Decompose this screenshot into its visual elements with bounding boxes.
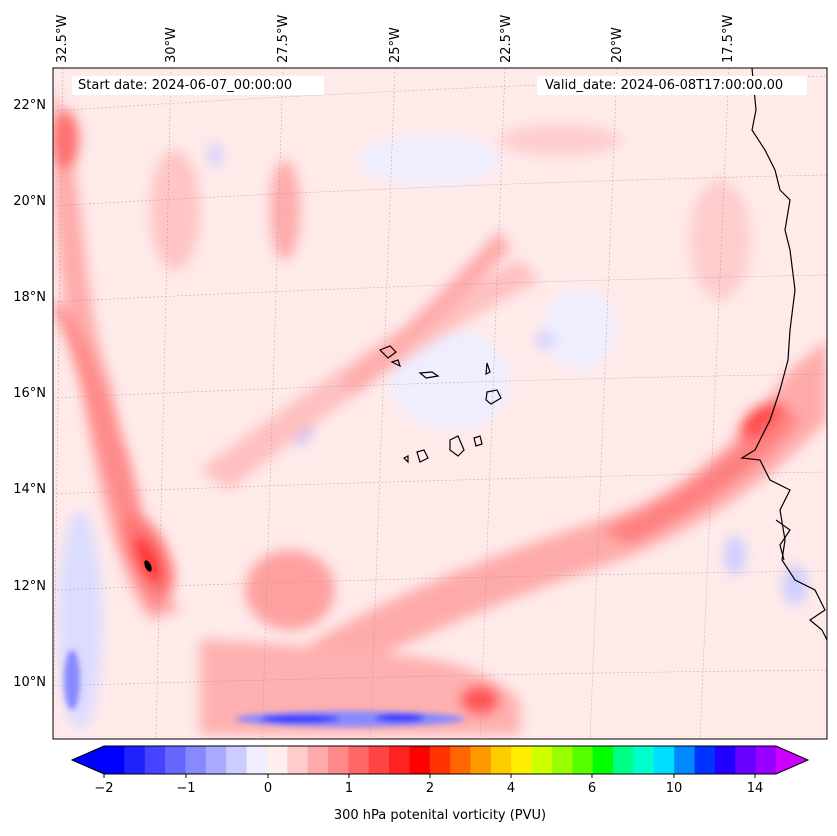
colorbar-cell <box>246 746 268 774</box>
cb-tick-label: 2 <box>425 781 435 796</box>
lat-label-22n: 22°N <box>13 98 46 113</box>
lat-label-12n: 12°N <box>13 579 46 594</box>
colorbar-cell <box>674 746 696 774</box>
pv-maximum <box>144 560 152 572</box>
colorbar-cells <box>104 746 777 774</box>
cape-verde-islands <box>378 345 502 464</box>
lon-label-17-5w: 17.5°W <box>721 14 736 63</box>
lon-label-25w: 25°W <box>388 27 403 63</box>
colorbar-cell <box>104 746 125 774</box>
colorbar-cell <box>490 746 512 774</box>
colorbar-cell <box>328 746 349 774</box>
lat-label-20n: 20°N <box>13 194 46 209</box>
colorbar-cell <box>714 746 736 774</box>
colorbar-extend-low <box>72 746 104 774</box>
lon-label-32-5w: 32.5°W <box>55 14 70 63</box>
map-canvas <box>52 67 828 740</box>
low-pv-areas <box>58 135 807 730</box>
colorbar-cell <box>552 746 573 774</box>
lon-label-22-5w: 22.5°W <box>499 14 514 63</box>
cb-tick-label: −1 <box>176 781 196 796</box>
colorbar-cell <box>307 746 329 774</box>
lon-label-30w: 30°W <box>164 27 179 63</box>
cb-tick-label: 4 <box>506 781 516 796</box>
pv-field <box>53 68 827 739</box>
colorbar-cell <box>266 746 288 774</box>
lat-label-18n: 18°N <box>13 290 46 305</box>
colorbar-cell <box>511 746 533 774</box>
colorbar-cell <box>389 746 410 774</box>
map-border <box>52 67 828 740</box>
start-date-label: Start date: 2024-06-07_00:00:00 <box>72 76 324 95</box>
valid-date-label: Valid_date: 2024-06-08T17:00:00.00 <box>537 76 807 95</box>
colorbar-cell <box>368 746 390 774</box>
cb-tick-label: 1 <box>344 781 354 796</box>
colorbar <box>70 745 810 778</box>
colorbar-label: 300 hPa potenital vorticity (PVU) <box>333 808 547 823</box>
cb-tick-label: 10 <box>665 781 683 796</box>
lon-label-27-5w: 27.5°W <box>276 14 291 63</box>
cb-tick-label: 6 <box>587 781 597 796</box>
lat-label-14n: 14°N <box>13 482 46 497</box>
colorbar-cell <box>572 746 594 774</box>
colorbar-cell <box>226 746 248 774</box>
colorbar-cell <box>470 746 492 774</box>
colorbar-cell <box>409 746 431 774</box>
colorbar-cell <box>653 746 675 774</box>
colorbar-cell <box>348 746 370 774</box>
colorbar-cell <box>429 746 451 774</box>
colorbar-ticks <box>103 774 756 778</box>
colorbar-cell <box>633 746 655 774</box>
colorbar-cell <box>694 746 716 774</box>
colorbar-cell <box>450 746 472 774</box>
colorbar-cell <box>592 746 614 774</box>
colorbar-cell <box>144 746 166 774</box>
cb-tick-label: −2 <box>94 781 114 796</box>
cb-tick-label: 0 <box>263 781 273 796</box>
colorbar-cell <box>205 746 227 774</box>
colorbar-cell <box>531 746 553 774</box>
colorbar-cell <box>287 746 309 774</box>
africa-coastline <box>740 68 827 641</box>
colorbar-cell <box>165 746 186 774</box>
lat-label-16n: 16°N <box>13 386 46 401</box>
coastal-inlet <box>775 519 791 561</box>
colorbar-cell <box>735 746 757 774</box>
colorbar-cell <box>755 746 777 774</box>
colorbar-extend-high <box>776 746 808 774</box>
lat-label-10n: 10°N <box>13 675 46 690</box>
colorbar-cell <box>124 746 146 774</box>
lon-label-20w: 20°W <box>610 27 625 63</box>
cb-tick-label: 14 <box>746 781 764 796</box>
colorbar-cell <box>185 746 207 774</box>
high-pv-bands <box>53 90 827 735</box>
negative-pv-streak <box>64 650 465 727</box>
colorbar-cell <box>613 746 634 774</box>
